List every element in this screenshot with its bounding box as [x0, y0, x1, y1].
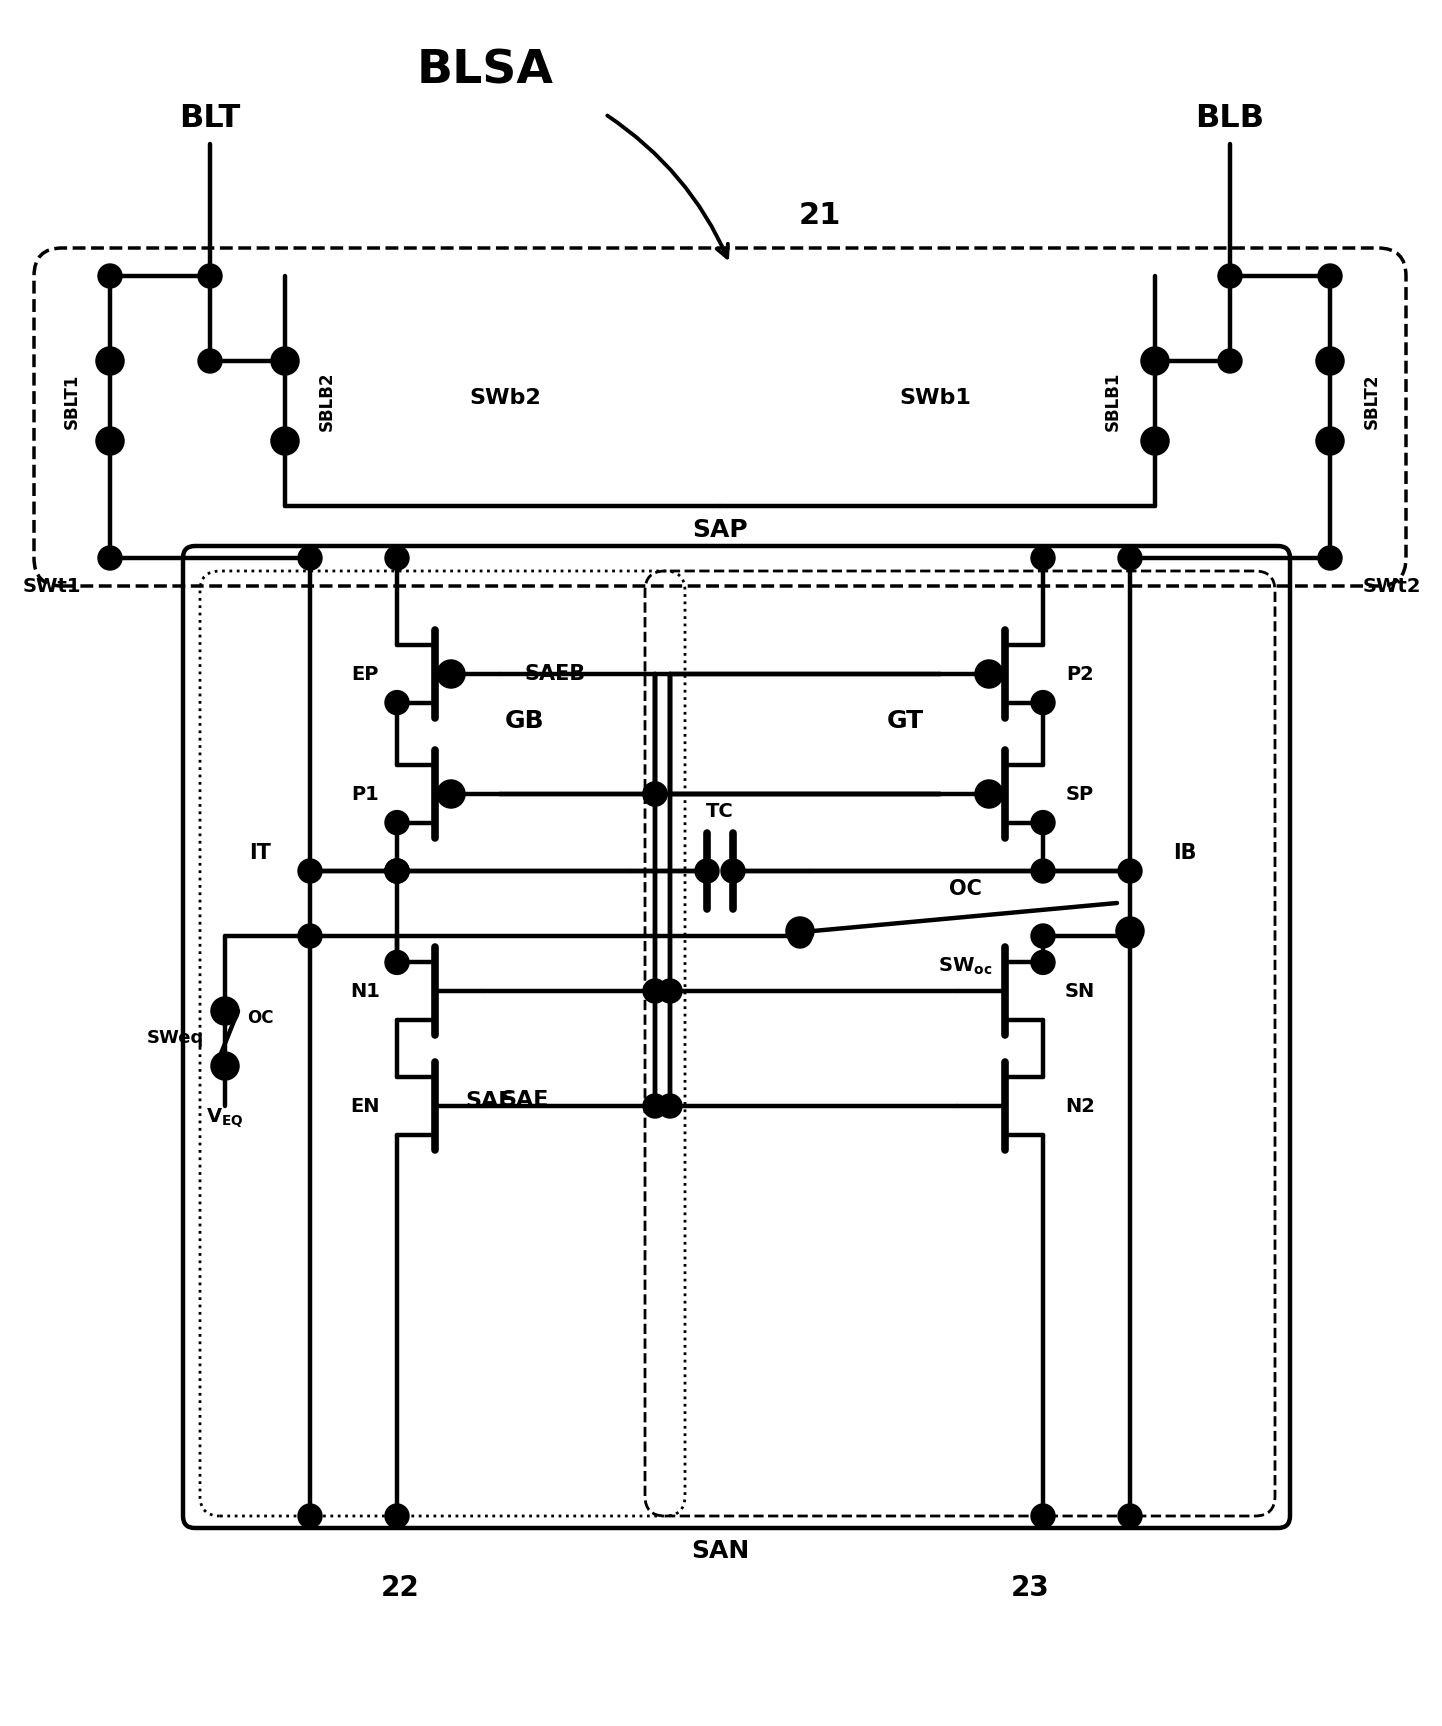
Circle shape — [385, 860, 410, 884]
Circle shape — [1118, 923, 1142, 948]
Text: SAN: SAN — [691, 1540, 750, 1564]
Text: EP: EP — [352, 665, 379, 683]
Circle shape — [97, 349, 123, 375]
Circle shape — [438, 780, 464, 808]
Circle shape — [97, 428, 123, 454]
Circle shape — [976, 661, 1002, 687]
Text: GB: GB — [505, 709, 545, 734]
Circle shape — [1144, 349, 1167, 373]
Circle shape — [643, 979, 668, 1003]
Circle shape — [1118, 918, 1142, 942]
Circle shape — [1031, 1503, 1056, 1528]
Text: SAEB: SAEB — [525, 665, 585, 683]
Circle shape — [643, 782, 668, 806]
Text: 22: 22 — [381, 1574, 420, 1602]
Text: OC: OC — [247, 1010, 273, 1027]
Text: BLSA: BLSA — [417, 48, 554, 93]
Text: SWt1: SWt1 — [23, 576, 81, 595]
Circle shape — [212, 1053, 238, 1079]
Text: SBLT1: SBLT1 — [63, 373, 81, 428]
Text: IB: IB — [1174, 842, 1197, 863]
Circle shape — [385, 951, 410, 975]
Circle shape — [1118, 1503, 1142, 1528]
Text: OC: OC — [949, 879, 982, 899]
Circle shape — [1142, 428, 1168, 454]
Circle shape — [198, 349, 222, 373]
Circle shape — [643, 782, 668, 806]
Circle shape — [1317, 349, 1343, 375]
Text: SP: SP — [1066, 785, 1094, 804]
Circle shape — [385, 1503, 410, 1528]
Circle shape — [438, 661, 464, 687]
Circle shape — [1142, 349, 1168, 375]
Circle shape — [1031, 951, 1056, 975]
Circle shape — [98, 545, 123, 570]
Circle shape — [273, 428, 298, 454]
Circle shape — [1218, 264, 1242, 288]
Circle shape — [721, 860, 746, 884]
Text: SBLT2: SBLT2 — [1363, 373, 1381, 428]
Text: SAE: SAE — [500, 1091, 549, 1110]
Circle shape — [1218, 349, 1242, 373]
Circle shape — [298, 923, 322, 948]
Circle shape — [658, 979, 682, 1003]
Circle shape — [298, 545, 322, 570]
Text: SAE: SAE — [466, 1091, 515, 1112]
Circle shape — [787, 918, 813, 944]
Text: SBLB1: SBLB1 — [1105, 371, 1122, 432]
Circle shape — [1031, 545, 1056, 570]
Circle shape — [1318, 545, 1343, 570]
Circle shape — [1031, 690, 1056, 715]
Circle shape — [643, 1094, 668, 1118]
Text: SWb2: SWb2 — [469, 388, 541, 407]
Circle shape — [1318, 349, 1343, 373]
Circle shape — [385, 545, 410, 570]
Circle shape — [1118, 860, 1142, 884]
Circle shape — [298, 860, 322, 884]
Circle shape — [212, 998, 238, 1024]
Circle shape — [658, 1094, 682, 1118]
Circle shape — [695, 860, 720, 884]
Circle shape — [385, 811, 410, 835]
Text: SW$_{\mathregular{oc}}$: SW$_{\mathregular{oc}}$ — [937, 956, 992, 977]
Text: SN: SN — [1064, 982, 1094, 1001]
Text: V$_{\mathregular{EQ}}$: V$_{\mathregular{EQ}}$ — [206, 1106, 244, 1129]
Text: P1: P1 — [350, 785, 379, 804]
Text: SWb1: SWb1 — [898, 388, 970, 407]
Text: P2: P2 — [1066, 665, 1094, 683]
Circle shape — [273, 349, 298, 375]
Circle shape — [1118, 918, 1144, 944]
Text: N2: N2 — [1066, 1096, 1094, 1115]
Circle shape — [1318, 264, 1343, 288]
Text: TC: TC — [707, 801, 734, 820]
Text: BLB: BLB — [1195, 102, 1265, 133]
Text: SWt2: SWt2 — [1363, 576, 1422, 595]
Text: GT: GT — [887, 709, 923, 734]
Circle shape — [298, 1503, 322, 1528]
Circle shape — [1317, 428, 1343, 454]
Circle shape — [385, 690, 410, 715]
Circle shape — [1031, 923, 1056, 948]
Circle shape — [1118, 545, 1142, 570]
Text: SWeq: SWeq — [147, 1029, 203, 1048]
Text: 21: 21 — [799, 202, 841, 231]
Text: N1: N1 — [350, 982, 379, 1001]
Circle shape — [385, 860, 410, 884]
Circle shape — [787, 923, 812, 948]
Text: EN: EN — [350, 1096, 379, 1115]
Text: SBLB2: SBLB2 — [319, 371, 336, 432]
Circle shape — [385, 860, 410, 884]
Circle shape — [1031, 860, 1056, 884]
Circle shape — [1031, 811, 1056, 835]
Circle shape — [198, 264, 222, 288]
Text: IT: IT — [249, 842, 271, 863]
Text: 23: 23 — [1011, 1574, 1050, 1602]
Text: SAP: SAP — [692, 518, 748, 542]
Circle shape — [98, 264, 123, 288]
Text: BLT: BLT — [179, 102, 241, 133]
Circle shape — [976, 780, 1002, 808]
